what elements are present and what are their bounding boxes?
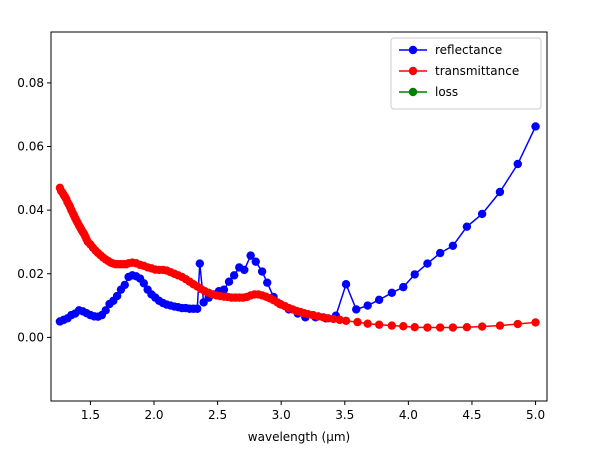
data-point-transmittance xyxy=(435,323,445,332)
legend-marker xyxy=(408,87,418,97)
data-point-reflectance xyxy=(101,306,110,315)
legend-marker xyxy=(408,66,418,76)
data-point-reflectance xyxy=(246,251,255,260)
data-point-transmittance xyxy=(374,320,384,329)
data-point-transmittance xyxy=(462,323,472,332)
x-tick-label: 2.0 xyxy=(144,408,163,422)
data-point-transmittance xyxy=(341,316,351,326)
legend-item-loss: loss xyxy=(399,85,458,99)
data-point-reflectance xyxy=(229,271,239,280)
data-point-reflectance xyxy=(257,267,267,276)
legend: reflectance transmittance loss xyxy=(390,37,542,110)
data-point-reflectance xyxy=(363,301,372,310)
x-axis-label: wavelength (µm) xyxy=(248,430,350,444)
data-point-transmittance xyxy=(495,321,505,330)
data-point-reflectance xyxy=(120,280,129,290)
y-axis-ticks: 0.00 0.02 0.04 0.06 0.08 xyxy=(17,76,51,344)
data-point-reflectance xyxy=(240,265,249,275)
data-point-reflectance xyxy=(374,295,384,305)
x-tick-label: 4.0 xyxy=(399,408,418,422)
legend-label: loss xyxy=(435,85,458,99)
data-point-transmittance xyxy=(353,317,362,327)
data-point-reflectance xyxy=(495,187,505,197)
data-point-reflectance xyxy=(251,257,260,266)
data-point-reflectance xyxy=(462,222,472,231)
legend-marker xyxy=(408,45,418,55)
y-tick-label: 0.08 xyxy=(17,76,44,90)
data-point-transmittance xyxy=(448,323,458,332)
data-point-reflectance xyxy=(219,285,229,294)
data-point-reflectance xyxy=(112,291,122,301)
data-point-reflectance xyxy=(435,248,445,258)
data-point-reflectance xyxy=(399,282,408,292)
data-point-reflectance xyxy=(341,280,351,289)
data-point-transmittance xyxy=(387,321,397,330)
data-point-reflectance xyxy=(263,278,272,287)
series-transmittance xyxy=(55,183,540,332)
legend-item-transmittance: transmittance xyxy=(399,64,519,78)
data-point-transmittance xyxy=(513,319,522,329)
legend-label: reflectance xyxy=(435,43,502,57)
data-point-reflectance xyxy=(410,270,419,279)
data-point-reflectance xyxy=(195,259,204,268)
y-tick-label: 0.06 xyxy=(17,140,44,154)
x-tick-label: 5.0 xyxy=(526,408,545,422)
x-tick-label: 3.0 xyxy=(272,408,291,422)
data-point-reflectance xyxy=(139,279,149,288)
data-point-reflectance xyxy=(387,288,397,298)
data-point-reflectance xyxy=(352,305,361,314)
data-point-reflectance xyxy=(513,159,522,169)
x-tick-label: 1.5 xyxy=(81,408,100,422)
data-point-transmittance xyxy=(335,315,344,325)
data-point-reflectance xyxy=(531,122,540,131)
legend-label: transmittance xyxy=(435,64,519,78)
legend-item-reflectance: reflectance xyxy=(399,43,502,57)
data-point-reflectance xyxy=(448,241,458,250)
data-point-transmittance xyxy=(531,318,540,327)
axes-frame xyxy=(50,31,548,402)
legend-box xyxy=(390,37,542,110)
data-point-transmittance xyxy=(477,322,487,331)
x-tick-label: 4.5 xyxy=(462,408,481,422)
data-point-transmittance xyxy=(399,322,408,331)
data-point-reflectance xyxy=(423,259,432,268)
data-point-reflectance xyxy=(193,304,202,313)
data-point-transmittance xyxy=(410,323,419,332)
data-point-reflectance xyxy=(224,277,234,286)
data-point-transmittance xyxy=(423,323,432,332)
data-point-reflectance xyxy=(477,209,487,219)
y-tick-label: 0.02 xyxy=(17,267,44,281)
x-tick-label: 2.5 xyxy=(208,408,227,422)
x-axis-ticks: 1.5 2.0 2.5 3.0 3.5 4.0 4.5 5.0 xyxy=(81,401,545,422)
data-point-transmittance xyxy=(329,314,338,324)
series-layer xyxy=(55,122,540,332)
x-tick-label: 3.5 xyxy=(335,408,354,422)
y-tick-label: 0.00 xyxy=(17,330,44,344)
data-point-transmittance xyxy=(363,319,372,328)
y-tick-label: 0.04 xyxy=(17,203,44,217)
